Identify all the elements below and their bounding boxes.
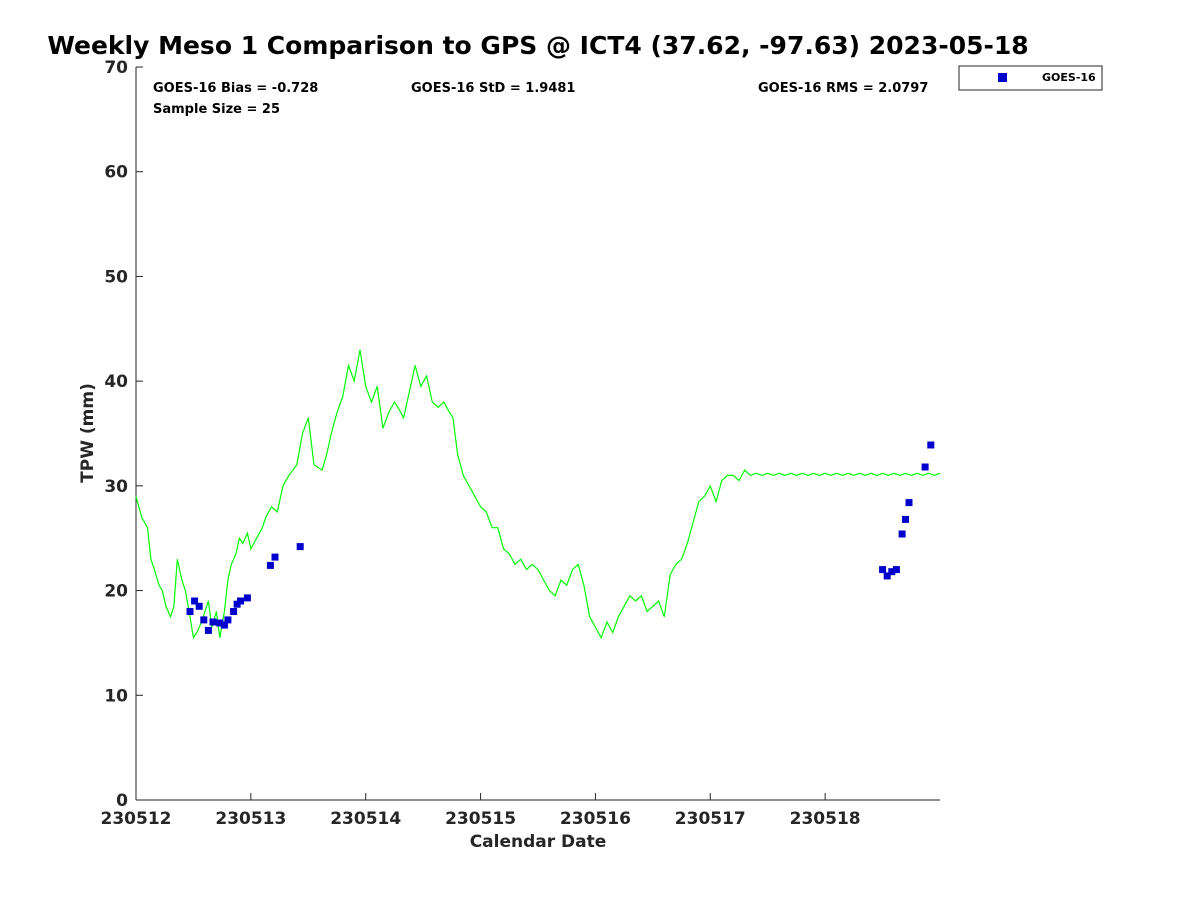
series-goes-16 — [186, 441, 935, 634]
legend-box — [958, 65, 1103, 91]
legend: GOES-16 — [958, 65, 1103, 91]
goes-16-point — [200, 616, 208, 624]
goes-16-point — [888, 568, 896, 576]
goes-16-point — [879, 566, 887, 574]
sample-size-stat: Sample Size = 25 — [153, 102, 280, 117]
goes-16-point — [902, 515, 909, 523]
x-tick-label: 230513 — [215, 809, 286, 829]
goes-16-point — [224, 616, 232, 624]
std-stat: GOES-16 StD = 1.9481 — [411, 81, 575, 96]
goes-16-point — [905, 499, 913, 507]
y-tick-label: 70 — [104, 58, 128, 78]
y-tick-label: 10 — [104, 686, 128, 706]
rms-stat: GOES-16 RMS = 2.0797 — [758, 81, 928, 96]
y-tick-label: 20 — [104, 582, 128, 602]
goes-16-point — [271, 553, 279, 561]
goes-16-point — [921, 463, 929, 471]
bias-stat: GOES-16 Bias = -0.728 — [153, 81, 318, 96]
goes-16-point — [883, 572, 891, 580]
series-gps — [135, 349, 941, 640]
y-tick-label: 50 — [104, 267, 128, 287]
x-tick-label: 230515 — [445, 809, 516, 829]
goes-16-point — [186, 608, 194, 615]
y-axis-label: TPW (mm) — [78, 383, 98, 483]
goes-16-point — [266, 561, 274, 569]
x-ticks: 230512 230513 230514 230515 230516 230517 2305… — [101, 793, 861, 829]
legend-label-goes-16: GOES-16 — [1042, 71, 1096, 84]
goes-16-point — [892, 566, 900, 574]
x-axis-label: Calendar Date — [470, 832, 607, 852]
goes-16-point — [898, 530, 906, 538]
legend-marker-goes-16 — [998, 73, 1007, 82]
x-tick-label: 230517 — [675, 809, 746, 829]
goes-16-point — [191, 597, 199, 605]
goes-16-point — [216, 619, 224, 627]
goes-16-point — [243, 594, 251, 602]
y-ticks: 0 10 20 30 40 50 60 70 — [104, 58, 143, 811]
x-tick-label: 230518 — [790, 809, 861, 829]
goes-16-point — [296, 543, 304, 551]
goes-16-point — [209, 618, 217, 626]
plot-area: 230512 230513 230514 230515 230516 230517 2305… — [101, 58, 941, 829]
goes-16-point — [927, 441, 935, 449]
y-tick-label: 30 — [104, 477, 128, 497]
chart-title: Weekly Meso 1 Comparison to GPS @ ICT4 (… — [47, 31, 1028, 60]
x-tick-label: 230516 — [560, 809, 631, 829]
x-tick-label: 230512 — [101, 809, 172, 829]
y-tick-label: 40 — [104, 372, 128, 392]
goes-16-point — [230, 608, 238, 615]
y-tick-label: 60 — [104, 163, 128, 183]
goes-16-point — [204, 626, 212, 634]
gps-line — [135, 349, 941, 640]
goes-16-point — [220, 621, 228, 629]
goes-16-point — [195, 602, 203, 610]
x-tick-label: 230514 — [330, 809, 401, 829]
goes-16-point — [237, 597, 244, 605]
y-tick-label: 0 — [116, 791, 128, 811]
